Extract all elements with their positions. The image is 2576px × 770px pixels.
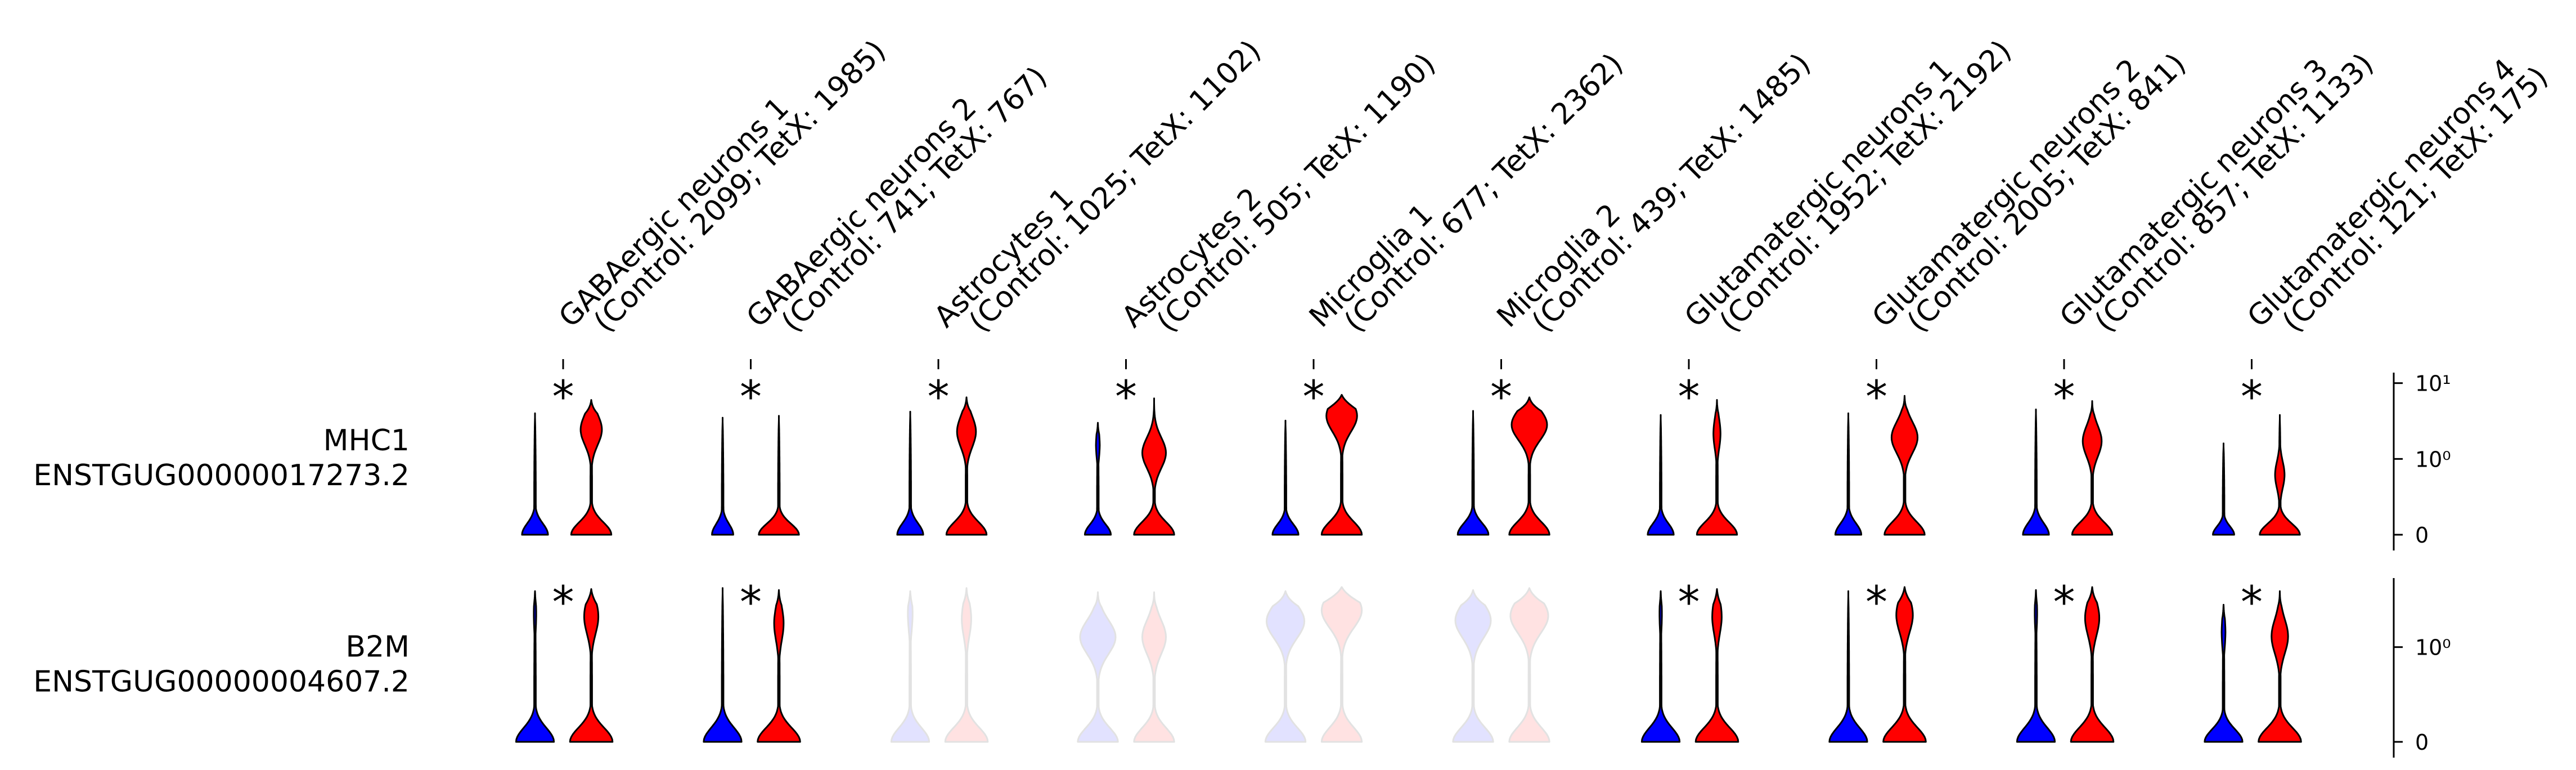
violin-control xyxy=(515,590,555,743)
violin-pair xyxy=(1834,395,1926,536)
row-label-id: ENSTGUG00000004607.2 xyxy=(33,665,410,699)
violin-control xyxy=(890,590,930,743)
violin-tetx xyxy=(1133,591,1175,743)
significance-star: * xyxy=(2053,372,2075,423)
violin-control xyxy=(896,410,924,536)
violin-control xyxy=(703,587,743,743)
violin-pair xyxy=(711,415,800,536)
y-axis-tick-label: 10⁰ xyxy=(2415,447,2451,472)
violin-tetx xyxy=(1508,396,1550,536)
violin-control xyxy=(1647,414,1675,536)
row-label-id: ENSTGUG00000017273.2 xyxy=(33,459,410,493)
significance-star: * xyxy=(1115,372,1137,423)
violin-control xyxy=(1456,410,1490,536)
violin-tetx xyxy=(944,587,989,743)
violin-pair xyxy=(890,587,989,743)
column-label: Astrocytes 1(Control: 1025; TetX: 1102) xyxy=(928,34,1267,339)
violin-tetx xyxy=(1320,586,1363,743)
violin-tetx xyxy=(1133,397,1175,536)
significance-star: * xyxy=(1303,372,1325,423)
violin-tetx xyxy=(1694,588,1739,743)
row-label-gene: B2M xyxy=(345,630,410,664)
column-label-counts: (Control: 2099; TetX: 1985) xyxy=(587,34,892,339)
significance-star: * xyxy=(2241,578,2263,628)
significance-star: * xyxy=(2053,578,2075,628)
significance-star: * xyxy=(740,372,762,423)
violin-tetx xyxy=(2070,586,2115,743)
significance-star: * xyxy=(1490,372,1512,423)
significance-star: * xyxy=(2241,372,2263,423)
violin-tetx xyxy=(945,396,988,536)
violin-pair xyxy=(1828,586,1927,743)
violin-pair xyxy=(896,396,988,536)
y-axis-tick-label: 10¹ xyxy=(2415,371,2451,396)
violin-pair xyxy=(1456,396,1550,536)
significance-star: * xyxy=(1678,372,1700,423)
violin-control xyxy=(1834,412,1863,536)
significance-star: * xyxy=(928,372,950,423)
violin-tetx xyxy=(2071,400,2114,536)
violin-tetx xyxy=(569,588,614,743)
significance-star: * xyxy=(552,578,574,628)
violin-control xyxy=(1452,589,1494,743)
violin-pair xyxy=(2022,400,2114,536)
violin-tetx xyxy=(1883,395,1926,536)
violin-pair xyxy=(2016,586,2115,743)
violin-control xyxy=(521,412,549,536)
violin-control xyxy=(1077,591,1119,743)
violin-pair xyxy=(703,587,801,743)
violin-control xyxy=(2212,442,2235,536)
column-label: Glutamatergic neurons 1(Control: 1952; T… xyxy=(1678,34,2018,339)
significance-star: * xyxy=(1865,578,1887,628)
violin-pair xyxy=(2204,590,2302,743)
column-label-counts: (Control: 1952; TetX: 2192) xyxy=(1713,34,2018,339)
violin-control xyxy=(1271,419,1300,536)
violin-pair xyxy=(1271,394,1363,536)
violin-pair xyxy=(1452,587,1550,743)
violin-pair xyxy=(1640,588,1739,743)
violin-control xyxy=(1828,590,1868,743)
violin-control xyxy=(2016,589,2056,743)
significance-star: * xyxy=(552,372,574,423)
significance-star: * xyxy=(1678,578,1700,628)
y-axis-tick-label: 0 xyxy=(2415,523,2429,548)
violin-control xyxy=(1640,590,1681,743)
violin-tetx xyxy=(2259,414,2301,536)
violin-tetx xyxy=(1508,587,1550,743)
violin-pair xyxy=(1084,397,1175,536)
column-label: GABAergic neurons 1(Control: 2099; TetX:… xyxy=(552,34,892,339)
violin-pair xyxy=(1077,591,1175,743)
column-label-counts: (Control: 1025; TetX: 1102) xyxy=(963,34,1267,339)
violin-tetx xyxy=(1882,586,1927,743)
y-axis-tick-label: 0 xyxy=(2415,730,2429,755)
significance-star: * xyxy=(740,578,762,628)
violin-control xyxy=(2022,408,2050,536)
violin-pair xyxy=(515,588,614,743)
violin-pair xyxy=(1264,586,1363,743)
violin-tetx xyxy=(2258,590,2302,743)
violin-control xyxy=(2204,603,2244,743)
violin-pair xyxy=(521,399,613,536)
violin-tetx xyxy=(757,589,801,743)
y-axis-tick-label: 10⁰ xyxy=(2415,635,2451,660)
violin-tetx xyxy=(570,399,613,536)
significance-star: * xyxy=(1865,372,1887,423)
violin-tetx xyxy=(758,415,800,536)
violin-tetx xyxy=(1696,399,1738,536)
violin-tetx xyxy=(1320,394,1363,536)
violin-control xyxy=(1084,422,1112,536)
row-label-gene: MHC1 xyxy=(323,424,410,458)
violin-pair xyxy=(1647,399,1738,536)
violin-control xyxy=(711,417,734,536)
violin-pair xyxy=(2212,414,2301,536)
violin-control xyxy=(1264,590,1307,743)
